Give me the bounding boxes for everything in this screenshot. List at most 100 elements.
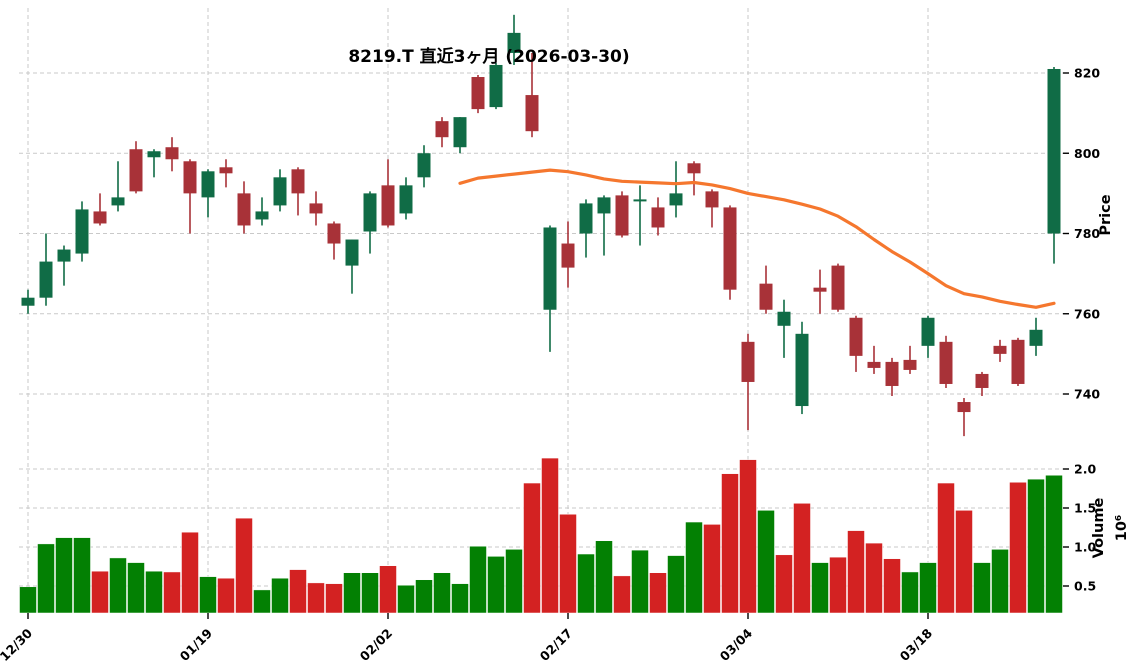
candlestick bbox=[183, 159, 197, 234]
candle-body bbox=[1029, 329, 1043, 346]
volume-bar bbox=[595, 540, 613, 614]
volume-bar bbox=[433, 572, 451, 614]
volume-bar bbox=[19, 586, 37, 614]
candlestick bbox=[1029, 317, 1043, 356]
candle-body bbox=[741, 341, 755, 382]
candle-body bbox=[759, 283, 773, 310]
candle-body bbox=[831, 265, 845, 310]
candle-body bbox=[111, 197, 125, 206]
volume-bar bbox=[163, 571, 181, 614]
volume-bar bbox=[811, 562, 829, 614]
candlestick bbox=[651, 197, 665, 236]
volume-axis-unit: 10⁶ bbox=[1114, 515, 1130, 542]
price-tick-label: 820 bbox=[1074, 66, 1100, 81]
volume-bar bbox=[973, 562, 991, 614]
volume-bar bbox=[127, 562, 145, 614]
candle-body bbox=[219, 167, 233, 174]
candlestick bbox=[795, 321, 809, 415]
candle-body bbox=[507, 32, 521, 53]
candle-body bbox=[633, 199, 647, 202]
candle-body bbox=[39, 261, 53, 298]
candlestick bbox=[741, 333, 755, 431]
candle-body bbox=[993, 345, 1007, 354]
candle-body bbox=[669, 193, 683, 206]
price-axis-label: Price bbox=[1098, 194, 1114, 235]
volume-bar bbox=[829, 556, 847, 614]
candle-body bbox=[543, 227, 557, 310]
volume-bar bbox=[55, 537, 73, 614]
candle-body bbox=[867, 361, 881, 368]
volume-bar bbox=[37, 543, 55, 614]
volume-bar bbox=[649, 572, 667, 614]
volume-bar bbox=[685, 521, 703, 614]
price-axis-ticks: 740 760 780 800 820 bbox=[1063, 66, 1100, 402]
volume-bar bbox=[451, 583, 469, 614]
candle-body bbox=[795, 333, 809, 407]
candlestick bbox=[867, 345, 881, 374]
candlestick bbox=[1047, 66, 1061, 264]
volume-bar bbox=[343, 572, 361, 614]
volume-tick-label: 2.0 bbox=[1074, 462, 1096, 477]
candlestick bbox=[327, 221, 341, 260]
price-tick-label: 760 bbox=[1074, 306, 1100, 321]
candle-body bbox=[327, 223, 341, 244]
candlestick bbox=[525, 52, 539, 138]
candle-body bbox=[885, 361, 899, 386]
candlestick bbox=[129, 141, 143, 194]
volume-bar bbox=[955, 510, 973, 614]
candle-body bbox=[363, 193, 377, 232]
candle-body bbox=[579, 203, 593, 234]
candlestick bbox=[291, 167, 305, 216]
candlestick bbox=[39, 233, 53, 306]
candlestick bbox=[273, 169, 287, 212]
candle-body bbox=[435, 121, 449, 138]
volume-bar bbox=[181, 531, 199, 614]
candlestick bbox=[471, 75, 485, 114]
volume-bar bbox=[739, 459, 757, 614]
candle-body bbox=[309, 203, 323, 214]
candlestick bbox=[417, 145, 431, 188]
candlestick bbox=[219, 159, 233, 188]
candlestick bbox=[507, 14, 521, 65]
volume-bar bbox=[199, 576, 217, 614]
candle-body bbox=[597, 197, 611, 214]
volume-tick-label: 1.5 bbox=[1074, 501, 1096, 516]
moving-average-line bbox=[458, 168, 1056, 309]
candle-body bbox=[1011, 339, 1025, 384]
candlestick bbox=[147, 149, 161, 178]
candle-body bbox=[957, 402, 971, 413]
candle-body bbox=[75, 209, 89, 254]
volume-bar bbox=[541, 457, 559, 614]
candle-body bbox=[525, 95, 539, 132]
volume-bar bbox=[559, 513, 577, 614]
volume-bar bbox=[235, 517, 253, 614]
volume-bar bbox=[1027, 478, 1045, 614]
candle-body bbox=[453, 117, 467, 148]
volume-bar bbox=[217, 577, 235, 614]
volume-bar bbox=[883, 558, 901, 614]
volume-bar bbox=[667, 555, 685, 614]
candlestick bbox=[489, 62, 503, 110]
candle-body bbox=[561, 243, 575, 268]
candlestick bbox=[777, 299, 791, 358]
candle-body bbox=[201, 171, 215, 198]
volume-bar bbox=[775, 554, 793, 614]
candlestick bbox=[903, 345, 917, 374]
price-tick-label: 800 bbox=[1074, 146, 1100, 161]
candle-body bbox=[903, 359, 917, 370]
volume-bar bbox=[631, 549, 649, 614]
candlestick bbox=[579, 199, 593, 258]
volume-bar bbox=[793, 503, 811, 614]
volume-tick-label: 0.5 bbox=[1074, 579, 1096, 594]
volume-bar bbox=[1009, 482, 1027, 614]
candle-body bbox=[705, 191, 719, 208]
candlestick bbox=[309, 191, 323, 226]
candle-body bbox=[57, 249, 71, 262]
volume-bar bbox=[487, 556, 505, 614]
volume-bar bbox=[397, 584, 415, 614]
candle-body bbox=[399, 185, 413, 214]
candlestick bbox=[849, 315, 863, 372]
candlestick bbox=[111, 161, 125, 212]
candle-body bbox=[291, 169, 305, 194]
